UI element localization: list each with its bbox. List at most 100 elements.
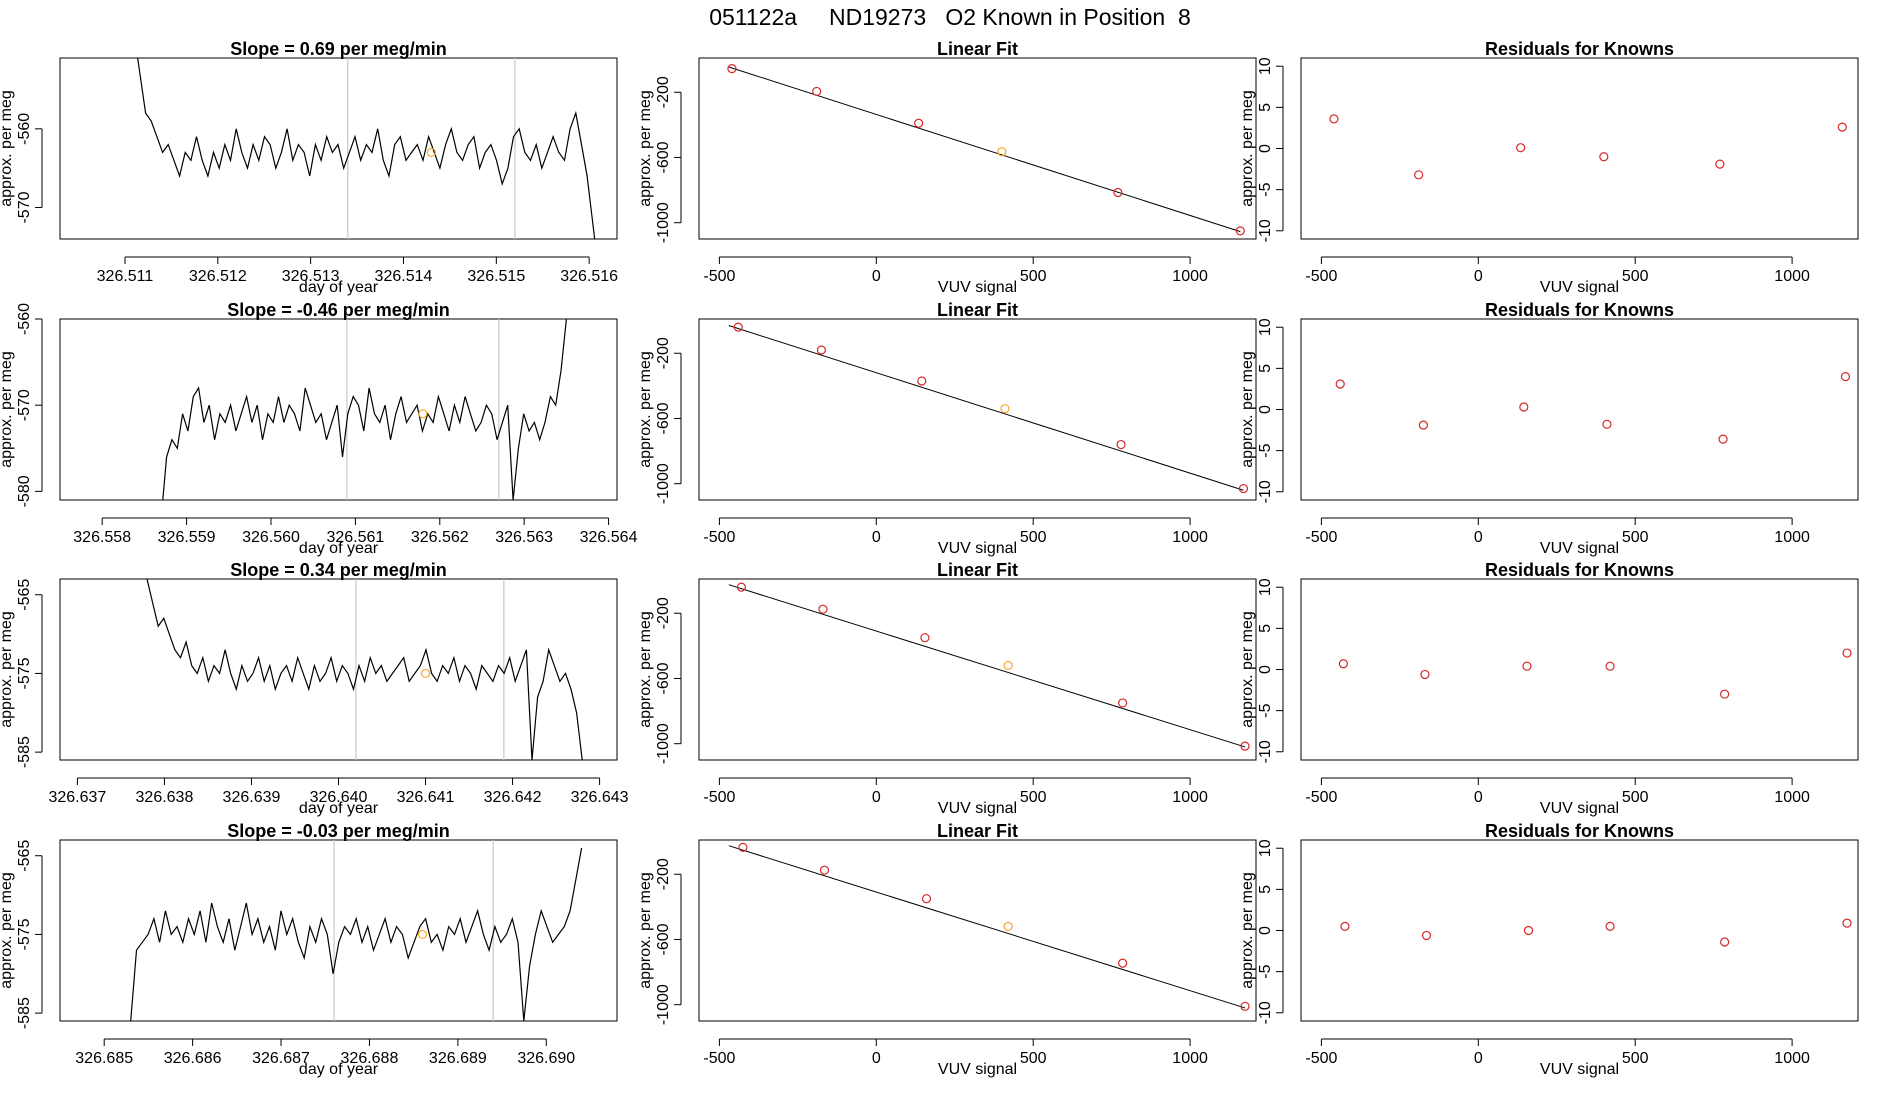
panel-title: Slope = -0.03 per meg/min xyxy=(227,821,450,841)
highlight-point xyxy=(1003,660,1013,671)
data-point xyxy=(819,865,830,875)
x-tick-label: 500 xyxy=(1622,529,1649,546)
data-point xyxy=(738,842,748,852)
y-tick-label: -10 xyxy=(1257,219,1274,242)
y-tick-label: -575 xyxy=(16,918,33,950)
x-tick-label: 500 xyxy=(1020,529,1047,546)
plot-frame xyxy=(59,318,618,501)
x-tick-label: 0 xyxy=(872,268,881,285)
plot-frame xyxy=(698,57,1257,240)
x-tick-label: -500 xyxy=(703,789,735,806)
panel-title: Residuals for Knowns xyxy=(1485,39,1674,59)
y-tick-label: 5 xyxy=(1257,103,1274,112)
plot-area xyxy=(727,63,1245,236)
y-tick-label: -570 xyxy=(16,191,33,223)
data-point xyxy=(1842,918,1852,928)
y-tick-label: -200 xyxy=(655,597,672,629)
fit-line xyxy=(728,66,1241,233)
x-tick-label: 326.641 xyxy=(397,789,455,806)
plot-frame xyxy=(59,578,618,761)
y-tick-label: 0 xyxy=(1257,926,1274,935)
y-tick-label: -5 xyxy=(1257,182,1274,196)
x-tick-label: 326.512 xyxy=(189,268,247,285)
data-point xyxy=(1118,958,1128,968)
y-tick-label: 5 xyxy=(1257,624,1274,633)
data-point xyxy=(920,633,930,643)
panel-title: Slope = -0.46 per meg/min xyxy=(227,300,450,320)
panel-row4-linear-fit: Linear Fit -500 0 500 1000 VUV signal -1000 -60… xyxy=(637,821,1257,1078)
panel-title: Residuals for Knowns xyxy=(1485,821,1674,841)
x-tick-label: 326.558 xyxy=(73,529,131,546)
y-tick-label: -565 xyxy=(16,579,33,611)
x-tick-label: 1000 xyxy=(1172,529,1208,546)
x-tick-label: 0 xyxy=(872,529,881,546)
x-tick-label: 326.559 xyxy=(158,529,216,546)
data-point xyxy=(1113,187,1123,198)
y-axis-label: approx. per meg xyxy=(637,351,654,468)
y-tick-label: -600 xyxy=(655,141,672,173)
panel-row1-residuals: Residuals for Knowns -500 0 500 1000 VUV sign… xyxy=(1239,39,1859,296)
data-series-line xyxy=(130,847,583,1021)
x-axis-label: VUV signal xyxy=(938,800,1017,817)
x-axis-label: day of year xyxy=(299,800,379,817)
panel-title: Slope = 0.34 per meg/min xyxy=(230,560,447,580)
plot-area xyxy=(146,579,583,760)
y-tick-label: 5 xyxy=(1257,885,1274,894)
x-tick-label: 1000 xyxy=(1172,1050,1208,1067)
plot-frame xyxy=(1300,839,1859,1022)
data-point xyxy=(1840,371,1851,382)
data-point xyxy=(1523,925,1534,936)
highlight-point xyxy=(1000,404,1010,414)
x-tick-label: 0 xyxy=(872,1050,881,1067)
x-tick-label: 326.640 xyxy=(310,789,368,806)
y-axis-label: approx. per meg xyxy=(0,872,15,989)
y-tick-label: 10 xyxy=(1257,839,1274,857)
data-point xyxy=(1420,669,1430,680)
data-point xyxy=(1335,379,1345,389)
data-point xyxy=(914,118,924,128)
data-point xyxy=(1519,402,1529,412)
data-point xyxy=(1599,152,1609,162)
data-point xyxy=(1605,661,1615,671)
data-point xyxy=(1516,143,1526,153)
x-axis-label: VUV signal xyxy=(938,1061,1017,1078)
y-tick-label: -585 xyxy=(16,997,33,1029)
x-tick-label: -500 xyxy=(1305,268,1337,285)
data-point xyxy=(1338,659,1348,669)
panel-row3-residuals: Residuals for Knowns -500 0 500 1000 VUV sign… xyxy=(1239,560,1859,817)
data-point xyxy=(1118,698,1128,708)
data-point xyxy=(1720,937,1730,947)
x-tick-label: 326.516 xyxy=(560,268,618,285)
x-tick-label: 326.560 xyxy=(242,529,300,546)
y-tick-label: 5 xyxy=(1257,364,1274,373)
plot-area xyxy=(1329,114,1847,180)
data-series-line xyxy=(137,58,596,239)
fit-line xyxy=(728,325,1244,491)
y-tick-label: -10 xyxy=(1257,480,1274,503)
y-axis-label: approx. per meg xyxy=(0,611,15,728)
x-tick-label: 1000 xyxy=(1774,268,1810,285)
y-tick-label: -580 xyxy=(16,475,33,507)
panel-row4-residuals: Residuals for Knowns -500 0 500 1000 VUV sign… xyxy=(1239,821,1859,1078)
x-axis-label: VUV signal xyxy=(938,279,1017,296)
highlight-point xyxy=(420,668,431,679)
y-tick-label: -570 xyxy=(16,389,33,421)
y-tick-label: 10 xyxy=(1257,318,1274,336)
x-tick-label: 326.687 xyxy=(252,1050,310,1067)
data-point xyxy=(1421,930,1432,941)
y-axis-label: approx. per meg xyxy=(0,90,15,207)
x-tick-label: 326.563 xyxy=(495,529,553,546)
data-point xyxy=(1240,741,1250,751)
x-tick-label: -500 xyxy=(1305,789,1337,806)
plot-frame xyxy=(59,57,618,240)
x-tick-label: 326.643 xyxy=(571,789,629,806)
data-point xyxy=(733,322,743,332)
data-point xyxy=(1715,159,1725,169)
panel-title: Residuals for Knowns xyxy=(1485,300,1674,320)
panel-title: Slope = 0.69 per meg/min xyxy=(230,39,447,59)
data-point xyxy=(1602,419,1612,429)
x-tick-label: 326.562 xyxy=(411,529,469,546)
x-tick-label: 500 xyxy=(1622,789,1649,806)
plot-area xyxy=(728,322,1249,494)
x-tick-label: 326.511 xyxy=(97,268,154,285)
